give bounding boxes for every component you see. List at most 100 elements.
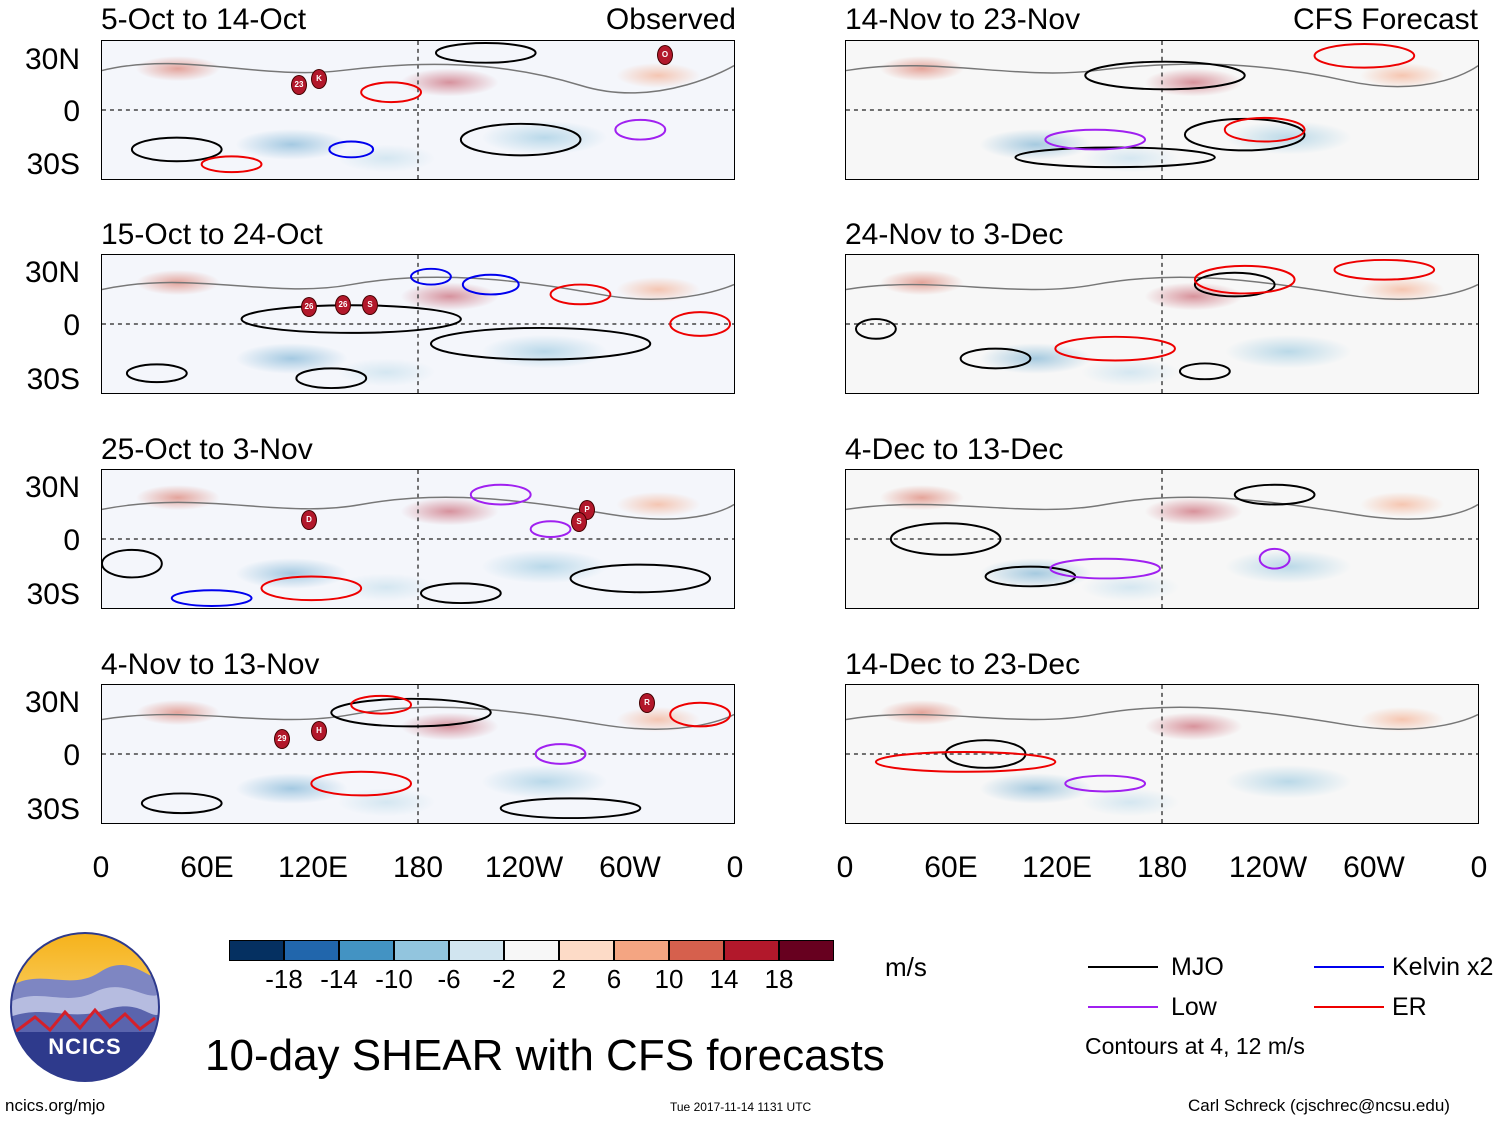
colorbar-swatch bbox=[229, 940, 284, 961]
storm-marker: H bbox=[311, 721, 327, 741]
footer-timestamp: Tue 2017-11-14 1131 UTC bbox=[670, 1100, 812, 1114]
storm-marker: S bbox=[362, 295, 378, 315]
fcst-panel-4-title: 14-Dec to 23-Dec bbox=[845, 648, 1081, 681]
legend-label-kelvin: Kelvin x2 bbox=[1392, 953, 1494, 981]
colorbar-swatch bbox=[449, 940, 504, 961]
legend-contour-note: Contours at 4, 12 m/s bbox=[1085, 1033, 1305, 1059]
lon-label-0-end: 0 bbox=[1470, 851, 1488, 884]
lon-label-180: 180 bbox=[1136, 851, 1188, 884]
lat-label-30s: 30S bbox=[26, 148, 80, 181]
ncics-logo-text: NCICS bbox=[48, 1034, 122, 1059]
lon-label-0: 0 bbox=[92, 851, 110, 884]
storm-marker: D bbox=[301, 510, 317, 530]
storm-marker: R bbox=[639, 693, 655, 713]
obs-map-4-graphic bbox=[102, 685, 734, 823]
legend-label-er: ER bbox=[1392, 993, 1427, 1021]
lat-label-30n: 30N bbox=[24, 256, 80, 289]
lat-label-0: 0 bbox=[63, 524, 80, 557]
fcst-map-2-graphic bbox=[846, 255, 1478, 393]
fcst-panel-1-title: 14-Nov to 23-Nov bbox=[845, 3, 1081, 36]
storm-marker: K bbox=[311, 69, 327, 89]
obs-map-2-graphic bbox=[102, 255, 734, 393]
footer-url: ncics.org/mjo bbox=[5, 1096, 106, 1115]
colorbar-swatch bbox=[669, 940, 724, 961]
colorbar-swatch bbox=[724, 940, 779, 961]
colorbar-tick-label: -14 bbox=[320, 964, 358, 994]
obs-panel-3-title: 25-Oct to 3-Nov bbox=[101, 433, 313, 466]
lat-label-0: 0 bbox=[63, 739, 80, 772]
legend-line-kelvin bbox=[1314, 966, 1384, 968]
lon-label-120e: 120E bbox=[1021, 851, 1093, 884]
obs-panel-tag: Observed bbox=[605, 3, 736, 36]
colorbar-swatch bbox=[504, 940, 559, 961]
colorbar-tick-label: -6 bbox=[437, 964, 461, 994]
colorbar-unit: m/s bbox=[885, 952, 927, 982]
lon-label-120w: 120W bbox=[1228, 851, 1308, 884]
fcst-map-3 bbox=[845, 469, 1479, 609]
legend-label-mjo: MJO bbox=[1171, 953, 1224, 981]
colorbar-swatch bbox=[614, 940, 669, 961]
colorbar-swatch bbox=[559, 940, 614, 961]
colorbar-tick-label: -2 bbox=[492, 964, 516, 994]
lon-label-180: 180 bbox=[392, 851, 444, 884]
storm-marker: O bbox=[657, 45, 673, 65]
legend-label-low: Low bbox=[1171, 993, 1217, 1021]
lon-label-60e: 60E bbox=[180, 851, 234, 884]
obs-map-1 bbox=[101, 40, 735, 180]
lon-label-60w: 60W bbox=[1343, 851, 1405, 884]
storm-marker: S bbox=[571, 512, 587, 532]
colorbar-tick-label: -18 bbox=[265, 964, 303, 994]
storm-marker: 23 bbox=[291, 75, 307, 95]
legend-line-er bbox=[1314, 1006, 1384, 1008]
obs-map-3-graphic bbox=[102, 470, 734, 608]
colorbar-swatch bbox=[339, 940, 394, 961]
obs-panel-1-title: 5-Oct to 14-Oct bbox=[101, 3, 307, 36]
colorbar-swatch bbox=[779, 940, 834, 961]
lat-label-0: 0 bbox=[63, 95, 80, 128]
lat-label-30s: 30S bbox=[26, 363, 80, 396]
legend-line-mjo bbox=[1088, 966, 1158, 968]
obs-map-1-graphic bbox=[102, 41, 734, 179]
fcst-map-4 bbox=[845, 684, 1479, 824]
colorbar-swatch bbox=[394, 940, 449, 961]
lat-label-30n: 30N bbox=[24, 43, 80, 76]
lat-label-30n: 30N bbox=[24, 471, 80, 504]
fcst-map-3-graphic bbox=[846, 470, 1478, 608]
legend-line-low bbox=[1088, 1006, 1158, 1008]
lon-label-120e: 120E bbox=[277, 851, 349, 884]
lon-label-120w: 120W bbox=[484, 851, 564, 884]
fcst-map-4-graphic bbox=[846, 685, 1478, 823]
colorbar-swatch bbox=[284, 940, 339, 961]
obs-map-3 bbox=[101, 469, 735, 609]
obs-map-4 bbox=[101, 684, 735, 824]
lon-label-0: 0 bbox=[836, 851, 854, 884]
lat-label-30s: 30S bbox=[26, 793, 80, 826]
fcst-map-1 bbox=[845, 40, 1479, 180]
ncics-logo-icon bbox=[10, 932, 160, 1082]
obs-map-2 bbox=[101, 254, 735, 394]
fcst-panel-tag: CFS Forecast bbox=[1292, 3, 1478, 36]
lat-label-30s: 30S bbox=[26, 578, 80, 611]
lat-label-0: 0 bbox=[63, 309, 80, 342]
colorbar-tick-label: 10 bbox=[654, 964, 684, 994]
ncics-logo: NCICS bbox=[10, 932, 160, 1082]
colorbar-tick-label: 14 bbox=[709, 964, 739, 994]
figure-title: 10-day SHEAR with CFS forecasts bbox=[205, 1031, 885, 1080]
obs-panel-4-title: 4-Nov to 13-Nov bbox=[101, 648, 320, 681]
fcst-panel-2-title: 24-Nov to 3-Dec bbox=[845, 218, 1064, 251]
colorbar-tick-label: 18 bbox=[764, 964, 794, 994]
colorbar-tick-label: 6 bbox=[606, 964, 622, 994]
obs-panel-2-title: 15-Oct to 24-Oct bbox=[101, 218, 323, 251]
storm-marker: 26 bbox=[301, 297, 317, 317]
fcst-map-2 bbox=[845, 254, 1479, 394]
colorbar-tick-label: 2 bbox=[551, 964, 567, 994]
storm-marker: 29 bbox=[274, 729, 290, 749]
lon-label-0-end: 0 bbox=[726, 851, 744, 884]
fcst-panel-3-title: 4-Dec to 13-Dec bbox=[845, 433, 1064, 466]
fcst-map-1-graphic bbox=[846, 41, 1478, 179]
storm-marker: 26 bbox=[335, 295, 351, 315]
colorbar-tick-label: -10 bbox=[375, 964, 413, 994]
lon-label-60e: 60E bbox=[924, 851, 978, 884]
footer-author: Carl Schreck (cjschrec@ncsu.edu) bbox=[1188, 1096, 1450, 1115]
lon-label-60w: 60W bbox=[599, 851, 661, 884]
